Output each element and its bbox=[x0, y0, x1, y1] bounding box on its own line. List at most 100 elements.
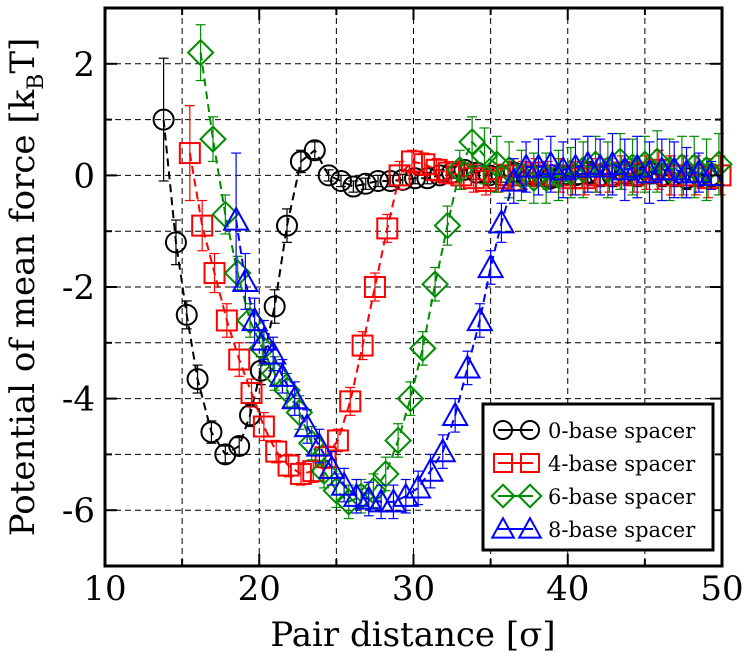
data-point bbox=[487, 208, 516, 234]
legend-marker bbox=[520, 420, 540, 440]
data-point bbox=[396, 384, 425, 413]
legend-marker bbox=[490, 516, 516, 539]
data-point bbox=[342, 482, 371, 507]
data-point bbox=[635, 158, 664, 184]
legend-marker bbox=[490, 483, 516, 509]
data-point bbox=[429, 437, 457, 463]
legend-label: 8-base spacer bbox=[548, 518, 696, 542]
legend-entries: 0-base spacer 4-base spacer 6-base spacer 8… bbox=[490, 419, 696, 542]
data-point bbox=[388, 164, 411, 187]
data-point bbox=[186, 368, 209, 391]
data-point bbox=[376, 217, 399, 240]
data-point bbox=[537, 150, 565, 175]
data-point bbox=[433, 211, 462, 240]
data-point bbox=[276, 214, 299, 237]
tick-labels: 10 20 30 40 50 -6 -4 -2 0 2 bbox=[62, 45, 744, 609]
data-point bbox=[305, 431, 334, 457]
data-point bbox=[318, 454, 346, 479]
data-point bbox=[598, 164, 621, 187]
y-axis-label-tail: T] bbox=[3, 38, 43, 74]
data-point bbox=[623, 152, 651, 178]
data-point bbox=[200, 421, 223, 444]
y-tick-label: 2 bbox=[73, 45, 95, 85]
data-point bbox=[379, 487, 408, 513]
y-tick-label: -4 bbox=[62, 380, 95, 420]
series-layer bbox=[152, 24, 733, 520]
legend-label: 4-base spacer bbox=[548, 452, 696, 476]
data-point bbox=[191, 214, 214, 237]
data-point bbox=[203, 262, 226, 285]
legend-marker bbox=[493, 453, 513, 473]
y-axis-label-sub: B bbox=[24, 74, 49, 90]
data-point bbox=[500, 166, 528, 192]
data-point bbox=[416, 457, 445, 482]
data-point bbox=[392, 482, 420, 507]
data-point bbox=[326, 429, 349, 452]
data-point bbox=[310, 457, 338, 486]
data-point bbox=[367, 169, 390, 192]
data-point bbox=[660, 155, 688, 181]
data-point bbox=[586, 152, 614, 178]
data-point bbox=[289, 150, 312, 173]
legend-entry-2: 4-base spacer bbox=[493, 452, 696, 476]
legend-entry-3: 6-base spacer bbox=[490, 483, 696, 509]
legend-label: 6-base spacer bbox=[548, 485, 696, 509]
legend-marker bbox=[493, 420, 513, 440]
series-4 bbox=[222, 132, 725, 520]
data-point bbox=[259, 339, 287, 365]
data-point bbox=[238, 404, 261, 427]
data-point bbox=[598, 150, 627, 175]
data-point bbox=[421, 270, 450, 299]
data-point bbox=[265, 440, 288, 463]
data-point bbox=[476, 253, 505, 279]
legend-entry-1: 0-base spacer bbox=[493, 419, 696, 443]
data-point bbox=[268, 362, 297, 387]
data-point bbox=[371, 460, 400, 488]
legend-entry-4: 8-base spacer bbox=[490, 516, 696, 542]
data-point bbox=[175, 303, 198, 326]
legend-label: 0-base spacer bbox=[548, 419, 696, 443]
data-point bbox=[400, 150, 423, 173]
x-tick-label: 10 bbox=[83, 569, 126, 609]
y-axis-label: Potential of mean force [kBT] bbox=[3, 38, 49, 537]
data-point bbox=[228, 435, 251, 458]
data-point bbox=[281, 384, 309, 410]
data-point bbox=[263, 295, 286, 318]
data-point bbox=[330, 471, 358, 496]
data-point bbox=[404, 473, 432, 499]
data-point bbox=[289, 462, 312, 485]
data-point bbox=[178, 142, 201, 165]
y-tick-label: 0 bbox=[73, 156, 95, 196]
data-point bbox=[355, 484, 383, 510]
data-point bbox=[445, 155, 474, 184]
data-point bbox=[250, 325, 278, 351]
data-point bbox=[317, 164, 340, 187]
x-tick-label: 40 bbox=[546, 569, 589, 609]
data-point bbox=[186, 38, 215, 67]
data-point bbox=[339, 390, 362, 413]
data-point bbox=[453, 353, 482, 379]
data-point bbox=[222, 205, 250, 231]
data-point bbox=[351, 334, 374, 357]
y-axis-label-main: Potential of mean force [k bbox=[3, 89, 43, 536]
data-point bbox=[363, 276, 386, 298]
data-point bbox=[334, 487, 363, 516]
data-point bbox=[293, 412, 321, 438]
x-tick-label: 20 bbox=[238, 569, 281, 609]
data-point bbox=[215, 309, 238, 332]
x-axis-label: Pair distance [σ] bbox=[270, 615, 555, 655]
data-point bbox=[611, 155, 639, 181]
data-point bbox=[470, 141, 499, 170]
data-point bbox=[499, 164, 522, 187]
data-point bbox=[303, 139, 326, 162]
legend-marker bbox=[517, 483, 543, 509]
data-point bbox=[408, 334, 437, 363]
legend-marker bbox=[520, 453, 540, 473]
data-point bbox=[574, 150, 602, 175]
data-point bbox=[231, 267, 260, 293]
y-tick-label: -6 bbox=[62, 491, 95, 531]
data-point bbox=[164, 231, 187, 254]
data-point bbox=[685, 158, 713, 184]
y-tick-label: -2 bbox=[62, 268, 95, 308]
